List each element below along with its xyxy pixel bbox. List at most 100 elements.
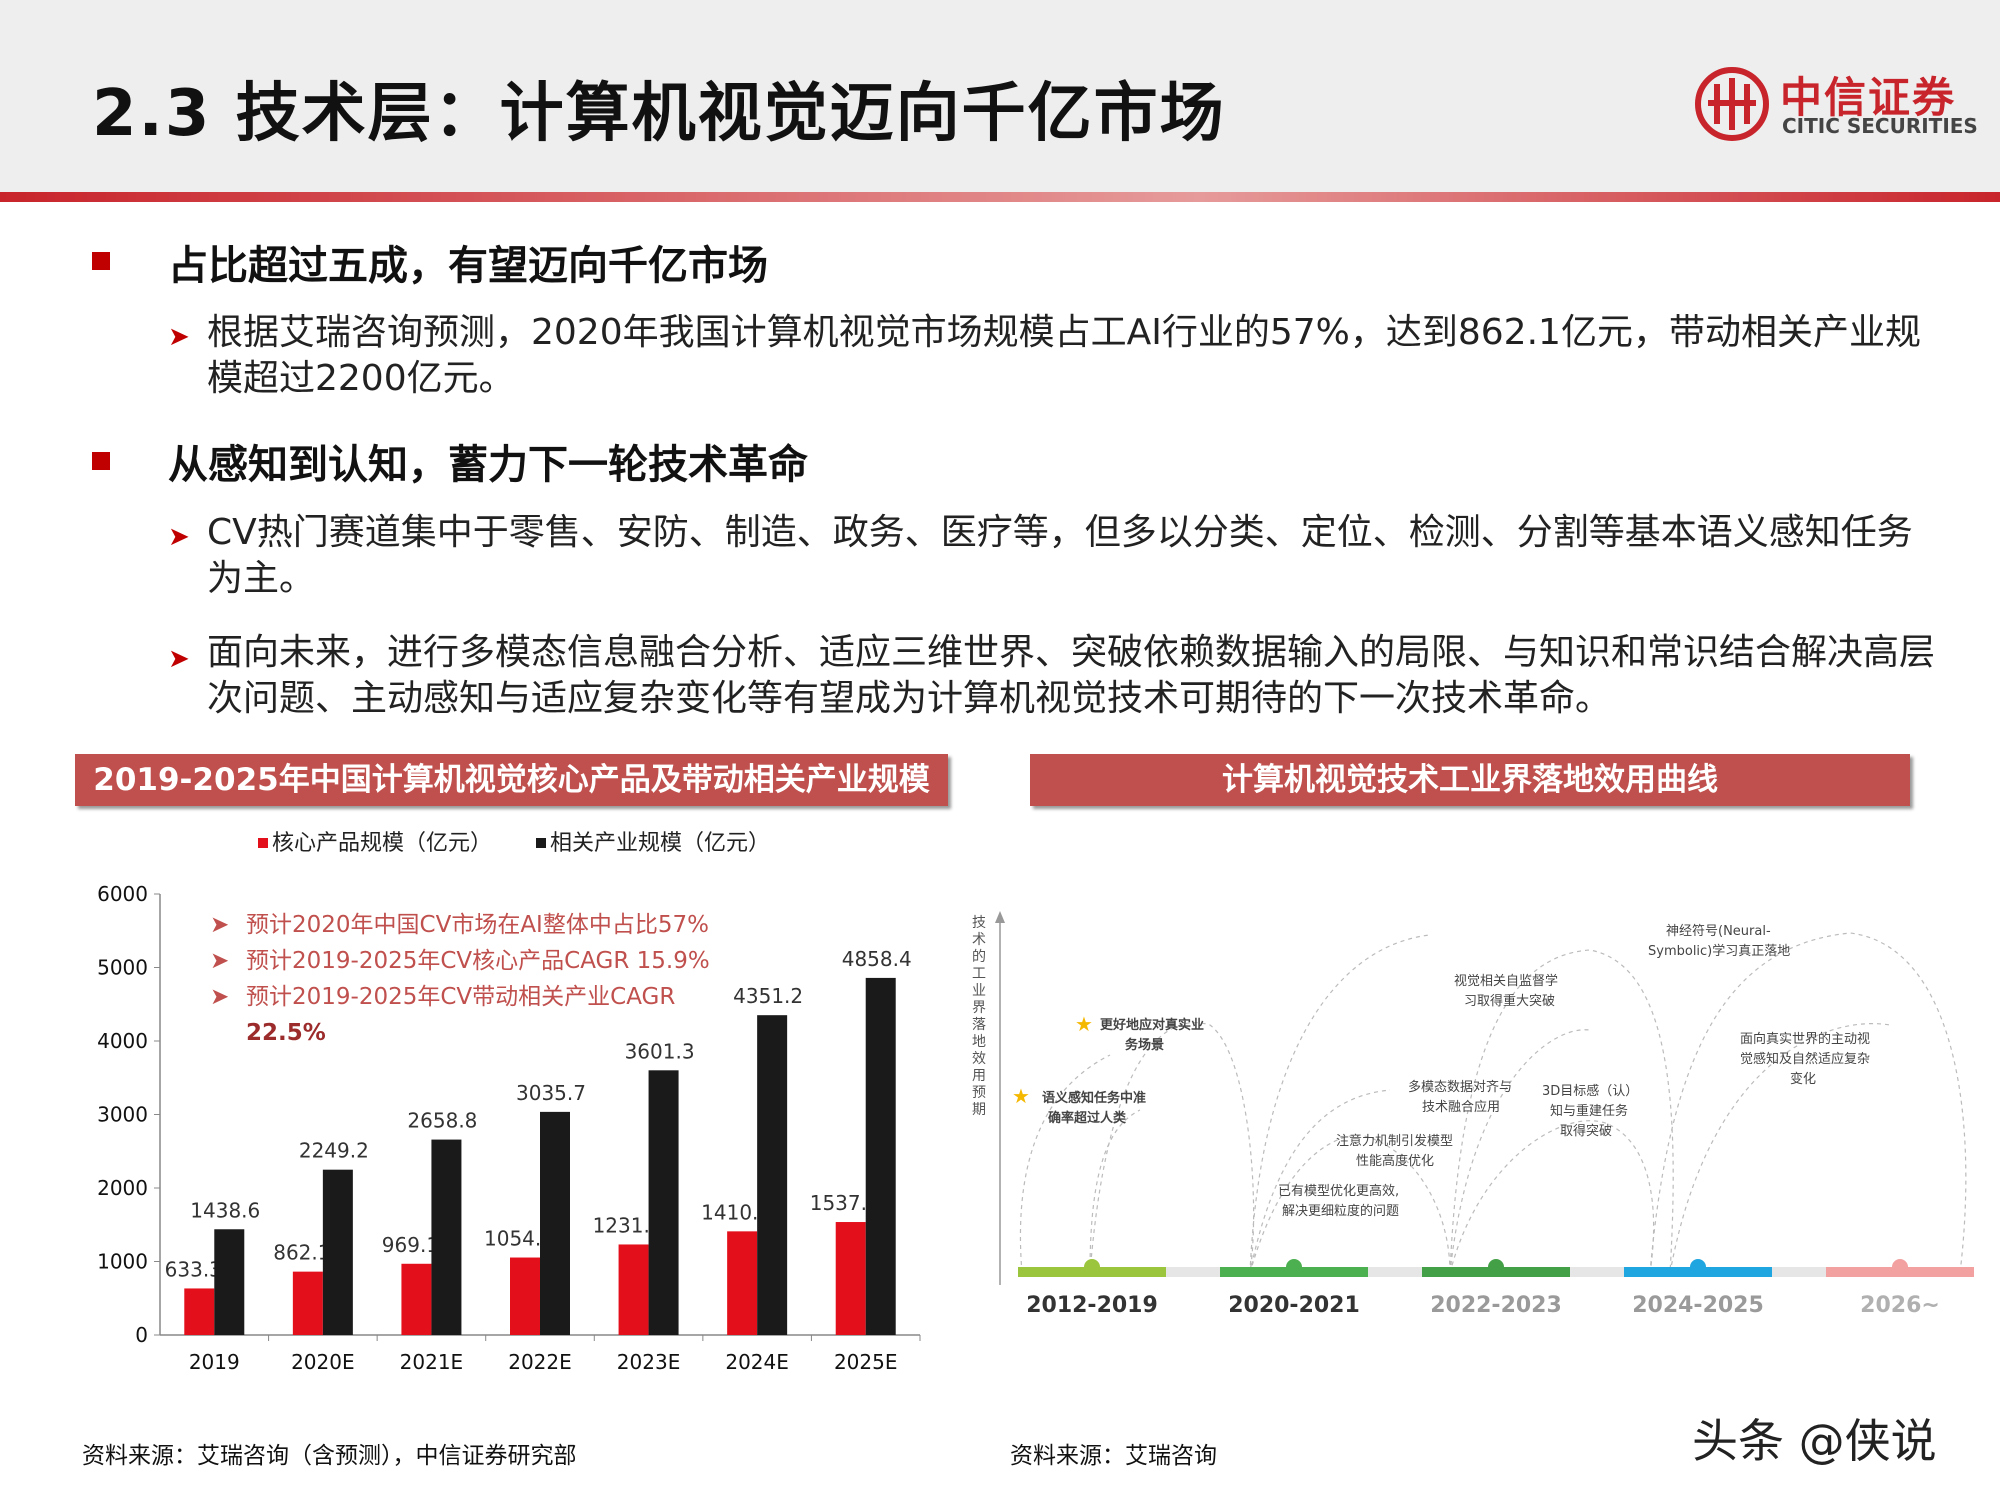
annotation: 务场景 <box>1125 1037 1164 1053</box>
annotation: 语义感知任务中准 <box>1042 1090 1146 1106</box>
bullet-square-icon <box>92 252 110 270</box>
chart-note: 预计2019-2025年CV核心产品CAGR 15.9% <box>246 948 710 974</box>
curve-y-axis-label: 技术的工业界落地效用预期 <box>972 915 986 1118</box>
y-label-char: 工 <box>972 966 986 982</box>
y-label-char: 业 <box>972 983 986 999</box>
bar <box>835 1222 866 1335</box>
y-tick-label: 4000 <box>97 1029 148 1053</box>
period-gap <box>1166 1267 1220 1277</box>
y-label-char: 术 <box>972 932 986 948</box>
adoption-curve-diagram: 技术的工业界落地效用预期 2012-2019 2020-2021 2022-2023… <box>972 911 1974 1318</box>
period-bars: 2012-2019 2020-2021 2022-2023 2024-2025 2026… <box>1018 1259 1974 1318</box>
citic-logo: 中信证券 CITIC SECURITIES <box>1694 62 1978 142</box>
y-label-char: 效 <box>972 1051 986 1067</box>
watermark-text: 头条 @侠说 <box>1692 1414 1937 1468</box>
period-label: 2012-2019 <box>1026 1293 1158 1318</box>
bar <box>214 1229 245 1335</box>
annotation: 取得突破 <box>1560 1123 1612 1139</box>
left-source-note: 资料来源：艾瑞咨询（含预测），中信证券研究部 <box>82 1443 577 1469</box>
axis-arrow-icon <box>995 911 1005 923</box>
section-paragraph: 面向未来，进行多模态信息融合分析、适应三维世界、突破依赖数据输入的局限、与知识和… <box>207 632 1936 719</box>
annotation: 解决更细粒度的问题 <box>1282 1203 1399 1219</box>
annotation: 注意力机制引发模型 <box>1336 1133 1453 1149</box>
period-dot <box>1286 1259 1302 1275</box>
legend-label-related: 相关产业规模（亿元） <box>550 831 770 856</box>
note-arrow-icon: ➤ <box>210 912 229 938</box>
chart-note: 22.5% <box>246 1020 326 1046</box>
bar <box>292 1271 323 1335</box>
annotation: 神经符号(Neural- <box>1666 923 1771 939</box>
arrow-bullet-icon: ➤ <box>168 322 190 352</box>
x-tick-label: 2025E <box>834 1350 898 1374</box>
section-heading: 占比超过五成，有望迈向千亿市场 <box>168 243 768 289</box>
bar-value-label: 1438.6 <box>190 1198 260 1222</box>
star-icon: ★ <box>1012 1084 1030 1108</box>
y-label-char: 期 <box>972 1102 986 1118</box>
y-label-char: 用 <box>972 1068 986 1084</box>
note-arrow-icon: ➤ <box>210 948 229 974</box>
header-divider <box>0 192 2000 202</box>
bar <box>322 1169 353 1335</box>
section-heading: 从感知到认知，蓄力下一轮技术革命 <box>168 442 808 488</box>
annotation: 觉感知及自然适应复杂 <box>1740 1051 1870 1067</box>
period-label: 2024-2025 <box>1632 1293 1764 1318</box>
period-dot <box>1488 1259 1504 1275</box>
bar <box>431 1139 462 1335</box>
bar-value-label: 2249.2 <box>299 1139 369 1163</box>
header-bar: 2.3 技术层：计算机视觉迈向千亿市场 中信证券 CITIC SECURITIE… <box>0 0 2000 193</box>
period-dot <box>1084 1259 1100 1275</box>
arc-lines <box>1020 932 1967 1274</box>
y-label-char: 地 <box>972 1034 986 1050</box>
annotation: 技术融合应用 <box>1422 1099 1500 1115</box>
bar <box>727 1231 758 1335</box>
arrow-bullet-icon: ➤ <box>168 644 190 674</box>
y-tick-label: 3000 <box>97 1103 148 1127</box>
annotation: 变化 <box>1790 1071 1816 1087</box>
annotation: 性能高度优化 <box>1356 1153 1434 1169</box>
legend-swatch-core <box>258 838 268 848</box>
bar-value-label: 3035.7 <box>516 1081 586 1105</box>
annotation: 已有模型优化更高效, <box>1278 1183 1399 1199</box>
bar-value-label: 2658.8 <box>407 1109 477 1133</box>
bar <box>510 1257 540 1335</box>
section-paragraph: 根据艾瑞咨询预测，2020年我国计算机视觉市场规模占工AI行业的57%，达到86… <box>207 312 1921 399</box>
annotation: 3D目标感（认） <box>1542 1083 1638 1099</box>
annotation: 面向真实世界的主动视 <box>1740 1031 1870 1047</box>
y-tick-label: 5000 <box>97 956 148 980</box>
y-label-char: 预 <box>972 1085 986 1101</box>
logo-en-text: CITIC SECURITIES <box>1782 114 1978 138</box>
y-tick-label: 0 <box>135 1323 148 1347</box>
note-arrow-icon: ➤ <box>210 984 229 1010</box>
y-label-char: 技 <box>972 915 986 931</box>
period-gap <box>1368 1267 1422 1277</box>
left-chart-banner: 2019-2025年中国计算机视觉核心产品及带动相关产业规模 <box>75 754 948 806</box>
y-tick-label: 6000 <box>97 882 148 906</box>
bullet-square-icon <box>92 452 110 470</box>
citic-emblem-icon <box>1695 67 1769 141</box>
period-label: 2020-2021 <box>1228 1293 1360 1318</box>
y-label-char: 落 <box>972 1017 986 1033</box>
period-gap <box>1570 1267 1624 1277</box>
bar <box>648 1070 679 1335</box>
section-paragraph: CV热门赛道集中于零售、安防、制造、政务、医疗等，但多以分类、定位、检测、分割等… <box>207 512 1913 599</box>
bar-value-label: 4858.4 <box>842 947 912 971</box>
period-label: 2022-2023 <box>1430 1293 1562 1318</box>
annotation: 视觉相关自监督学 <box>1454 973 1558 989</box>
x-tick-label: 2023E <box>617 1350 681 1374</box>
x-tick-label: 2020E <box>291 1350 355 1374</box>
chart-note: 预计2019-2025年CV带动相关产业CAGR <box>246 984 675 1010</box>
annotation: Symbolic)学习真正落地 <box>1648 943 1790 959</box>
star-icon: ★ <box>1075 1012 1093 1036</box>
bar-value-label: 4351.2 <box>733 984 803 1008</box>
right-source-note: 资料来源：艾瑞咨询 <box>1010 1443 1217 1469</box>
y-label-char: 界 <box>972 1000 986 1016</box>
annotation: 更好地应对真实业 <box>1100 1017 1204 1033</box>
bar <box>184 1288 215 1335</box>
x-tick-label: 2021E <box>400 1350 464 1374</box>
legend-label-core: 核心产品规模（亿元） <box>272 831 492 856</box>
y-tick-label: 1000 <box>97 1250 148 1274</box>
bar-value-label: 969.1 <box>382 1233 439 1257</box>
bar <box>757 1015 788 1335</box>
logo-cn-text: 中信证券 <box>1780 73 1957 122</box>
period-label: 2026~ <box>1860 1293 1940 1318</box>
